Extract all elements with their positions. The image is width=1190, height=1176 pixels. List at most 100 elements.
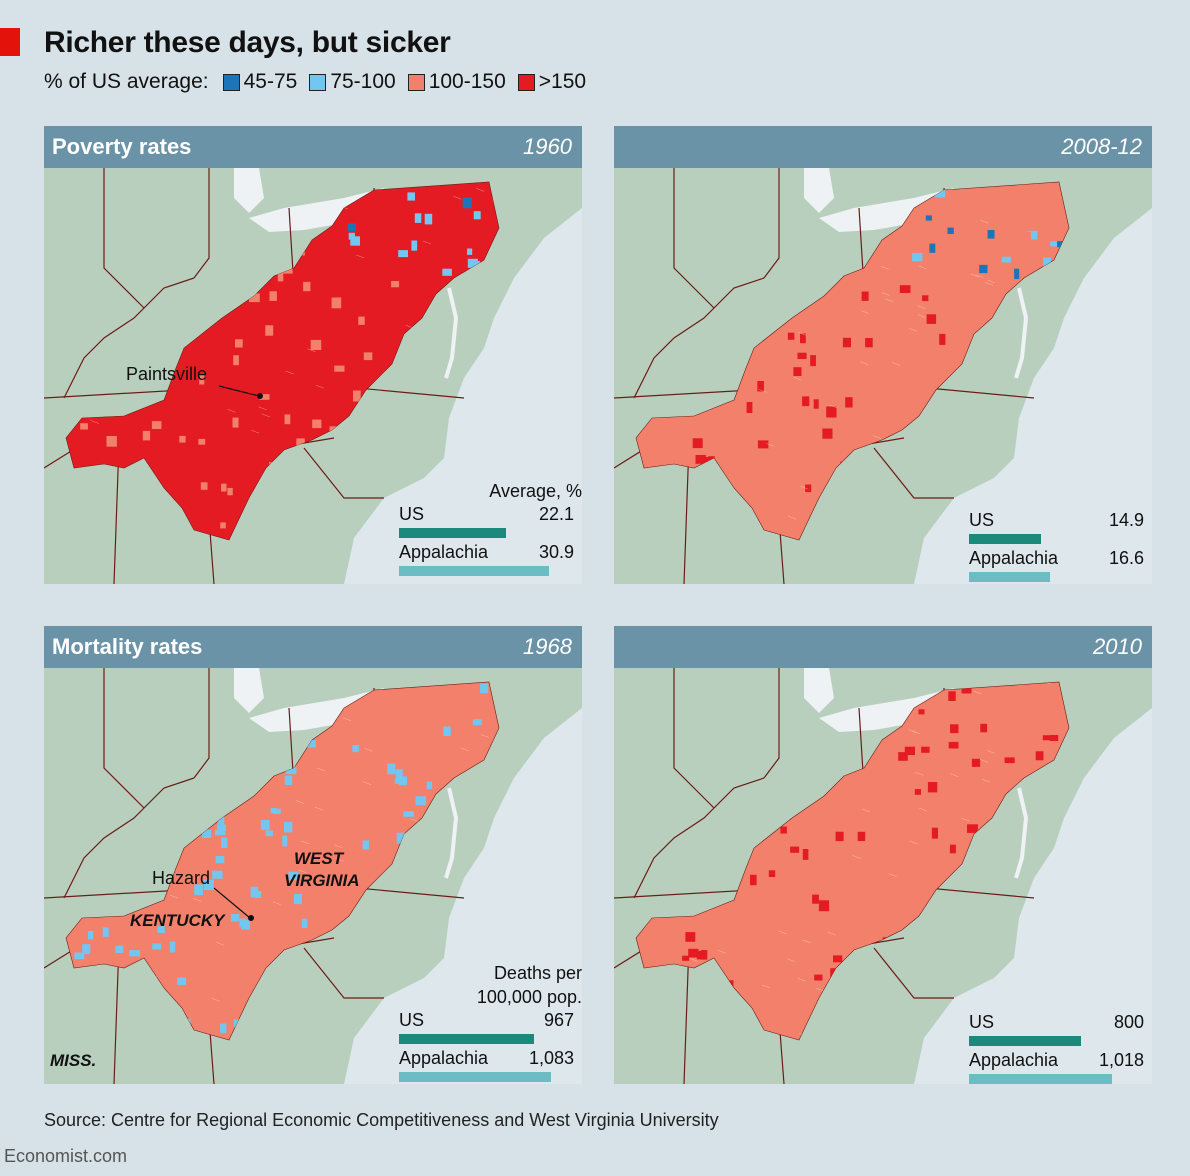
county: [692, 438, 703, 449]
state-border: [303, 947, 384, 999]
county: [926, 314, 937, 324]
appalachia-label: Appalachia: [969, 548, 1059, 568]
panel-header: 2010: [614, 626, 1152, 668]
chart-title: Richer these days, but sicker: [44, 26, 451, 59]
panel-header: Mortality rates 1968: [44, 626, 582, 668]
us-stat: US 22.1: [397, 504, 582, 542]
legend-item-label: >150: [538, 70, 587, 93]
county: [912, 252, 923, 262]
county-map: Paintsville: [44, 168, 582, 584]
county: [1002, 203, 1013, 210]
panel-poverty-2008: 2008-12 US 14.9 Appalachia 16.6: [614, 126, 1152, 584]
county-map: [614, 168, 1152, 584]
county: [282, 835, 288, 847]
county: [1021, 231, 1031, 243]
us-bar: [969, 1036, 1081, 1046]
county: [169, 941, 176, 953]
county: [787, 332, 795, 340]
appalachian-region: [635, 681, 1070, 1041]
legend-item-label: 75-100: [330, 70, 396, 93]
panel-poverty-1960: Poverty rates 1960 Paintsville Average, …: [44, 126, 582, 584]
county: [1057, 241, 1066, 248]
county: [1049, 735, 1059, 741]
county: [987, 230, 995, 239]
us-label: US: [969, 1012, 995, 1032]
state-border: [63, 777, 195, 899]
stats-caption: Average, %: [489, 481, 582, 501]
county: [768, 870, 776, 877]
source-note: Source: Centre for Regional Economic Com…: [44, 1110, 719, 1130]
county: [232, 417, 239, 428]
chesapeake-bay: [1014, 287, 1029, 379]
county: [221, 837, 228, 848]
county: [949, 844, 956, 854]
county: [947, 227, 954, 234]
county: [102, 927, 109, 937]
county: [899, 285, 911, 293]
county: [980, 723, 988, 733]
county: [813, 399, 819, 409]
appalachian-region: [635, 181, 1070, 541]
county-map: [614, 668, 1152, 1084]
county: [312, 419, 322, 429]
county: [979, 264, 988, 274]
county: [106, 436, 117, 447]
county: [1001, 256, 1011, 263]
county: [701, 950, 708, 960]
average-stats: Deaths per 100,000 pop. US 967 Appalachi…: [397, 962, 582, 1084]
county: [971, 206, 977, 215]
county: [968, 189, 979, 200]
map-annotation: Hazard: [152, 868, 210, 888]
county: [1004, 188, 1012, 197]
average-stats: Average, % US 22.1 Appalachia 30.9: [397, 480, 582, 580]
county: [212, 870, 223, 879]
state-border: [673, 168, 715, 309]
panel-mortality-2010: 2010 US 800 Appalachia 1,018: [614, 626, 1152, 1084]
county: [270, 808, 277, 814]
state-border: [633, 277, 765, 399]
paintsville-dot: [257, 393, 263, 399]
county: [682, 955, 690, 961]
us-bar: [399, 1034, 535, 1044]
county: [793, 367, 802, 376]
county: [260, 819, 270, 831]
county: [688, 948, 699, 958]
us-stat: US 967: [397, 1010, 582, 1048]
county: [746, 402, 753, 413]
county: [1042, 735, 1052, 741]
county: [303, 281, 311, 292]
county: [353, 390, 361, 402]
county: [277, 272, 284, 282]
legend-item-150-plus: >150: [517, 70, 587, 94]
county: [790, 846, 800, 853]
county: [407, 192, 415, 201]
county: [948, 741, 959, 749]
county: [221, 483, 227, 492]
average-stats: US 800 Appalachia 1,018: [967, 1012, 1152, 1084]
county: [948, 691, 956, 701]
county: [939, 243, 949, 250]
county: [473, 211, 481, 220]
county: [269, 291, 277, 301]
appalachia-bar: [969, 572, 1050, 582]
panel-year: 2010: [1093, 634, 1142, 659]
county: [921, 746, 930, 753]
state-border: [873, 447, 954, 499]
county: [399, 226, 405, 235]
county: [296, 438, 305, 449]
panel-header: Poverty rates 1960: [44, 126, 582, 168]
county: [331, 297, 342, 309]
county: [230, 914, 240, 922]
county: [216, 824, 227, 831]
county: [151, 421, 162, 429]
county: [1050, 241, 1059, 247]
county: [227, 487, 233, 496]
county: [757, 440, 769, 449]
county: [925, 215, 932, 221]
us-bar: [969, 534, 1042, 544]
chesapeake-bay: [1014, 787, 1029, 879]
us-bar: [399, 528, 507, 538]
county: [904, 746, 915, 756]
county: [398, 250, 408, 258]
county: [82, 944, 91, 955]
